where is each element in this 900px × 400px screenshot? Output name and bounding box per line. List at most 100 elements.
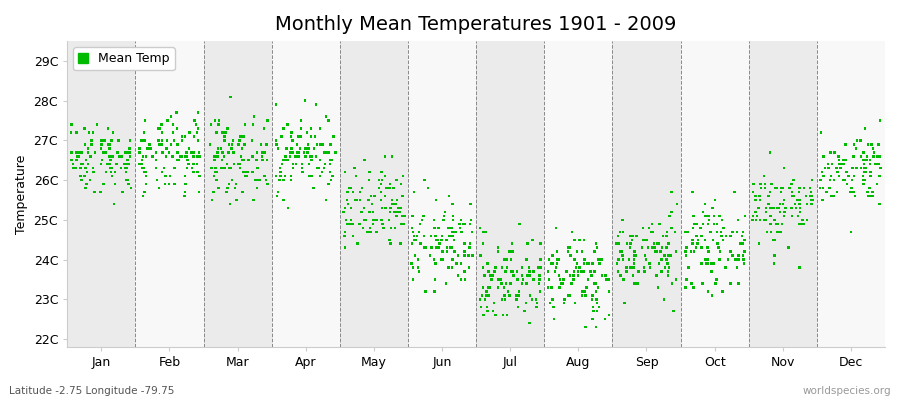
Point xyxy=(521,272,535,279)
Point xyxy=(530,300,544,306)
Point xyxy=(860,189,875,195)
Point xyxy=(232,161,247,168)
Point xyxy=(85,137,99,144)
Point xyxy=(627,280,642,287)
Point xyxy=(136,193,150,199)
Point xyxy=(292,149,306,156)
Point xyxy=(137,189,151,195)
Point xyxy=(346,232,360,239)
Point xyxy=(627,248,642,255)
Point xyxy=(448,228,463,235)
Point xyxy=(763,221,778,227)
Point xyxy=(394,181,409,187)
Point xyxy=(778,205,793,211)
Point xyxy=(752,205,766,211)
Point xyxy=(791,213,806,219)
Point xyxy=(181,157,195,164)
Point xyxy=(698,236,712,243)
Point xyxy=(367,193,382,199)
Point xyxy=(624,240,638,247)
Point xyxy=(114,153,129,160)
Point xyxy=(575,268,590,275)
Point xyxy=(163,173,177,179)
Point xyxy=(166,153,180,160)
Point xyxy=(181,161,195,168)
Point xyxy=(529,304,544,310)
Point xyxy=(572,236,587,243)
Point xyxy=(711,244,725,251)
Point xyxy=(686,189,700,195)
Point xyxy=(86,169,101,175)
Point xyxy=(526,276,540,283)
Point xyxy=(206,189,220,195)
Point xyxy=(576,268,590,275)
Point xyxy=(406,264,420,271)
Point xyxy=(615,248,629,255)
Point xyxy=(366,217,381,223)
Point xyxy=(155,137,169,144)
Point xyxy=(465,252,480,259)
Point xyxy=(75,149,89,156)
Point xyxy=(616,276,631,283)
Point xyxy=(437,209,452,215)
Point xyxy=(187,149,202,156)
Bar xyxy=(749,41,817,347)
Point xyxy=(119,177,133,183)
Point xyxy=(446,213,461,219)
Point xyxy=(148,165,163,172)
Point xyxy=(598,316,612,322)
Point xyxy=(660,244,674,251)
Point xyxy=(626,264,640,271)
Point xyxy=(66,161,80,168)
Point xyxy=(553,276,567,283)
Point xyxy=(555,280,570,287)
Point xyxy=(564,252,579,259)
Point xyxy=(853,137,868,144)
Point xyxy=(804,201,818,207)
Point xyxy=(137,137,151,144)
Point xyxy=(218,133,232,140)
Point xyxy=(696,221,710,227)
Point xyxy=(281,121,295,128)
Point xyxy=(546,316,561,322)
Point xyxy=(529,304,544,310)
Point xyxy=(650,248,664,255)
Point xyxy=(713,248,727,255)
Point xyxy=(245,169,259,175)
Point xyxy=(713,256,727,263)
Point xyxy=(500,256,514,263)
Point xyxy=(382,185,397,191)
Point xyxy=(209,177,223,183)
Point xyxy=(700,244,715,251)
Point xyxy=(821,161,835,168)
Point xyxy=(158,173,172,179)
Point xyxy=(628,252,643,259)
Point xyxy=(304,157,319,164)
Point xyxy=(748,193,762,199)
Point xyxy=(758,185,772,191)
Point xyxy=(420,185,435,191)
Point xyxy=(571,272,585,279)
Point xyxy=(500,312,514,318)
Point xyxy=(788,205,803,211)
Point xyxy=(72,153,86,160)
Point xyxy=(309,102,323,108)
Point xyxy=(433,240,447,247)
Point xyxy=(94,145,108,152)
Point xyxy=(389,201,403,207)
Point xyxy=(662,213,677,219)
Point xyxy=(696,209,710,215)
Point xyxy=(404,260,419,267)
Point xyxy=(653,248,668,255)
Point xyxy=(477,272,491,279)
Point xyxy=(411,256,426,263)
Point xyxy=(338,217,353,223)
Point xyxy=(562,292,577,298)
Point xyxy=(590,296,604,302)
Point xyxy=(104,137,119,144)
Point xyxy=(491,248,506,255)
Point xyxy=(690,240,705,247)
Point xyxy=(238,169,253,175)
Point xyxy=(119,165,133,172)
Point xyxy=(700,260,715,267)
